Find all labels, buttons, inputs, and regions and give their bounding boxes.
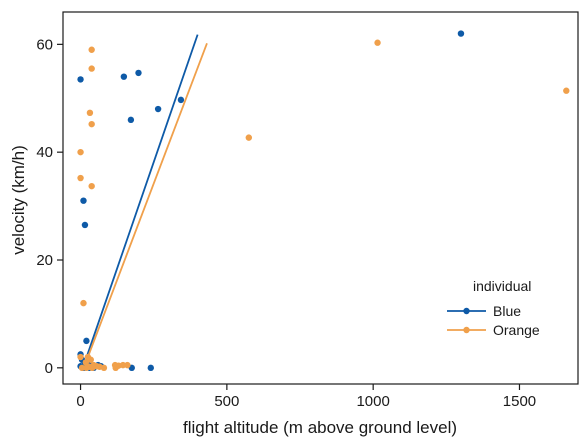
x-tick-label: 0 xyxy=(76,393,84,410)
point-orange xyxy=(89,364,96,372)
point-blue xyxy=(77,76,84,83)
x-axis: 0 500 1000 1500 xyxy=(76,384,536,410)
point-orange xyxy=(87,356,94,363)
legend-title: individual xyxy=(473,278,531,294)
point-blue xyxy=(135,69,142,77)
point-orange xyxy=(88,65,95,72)
legend-label-orange: Orange xyxy=(493,322,540,338)
point-blue xyxy=(83,337,90,345)
y-axis: 0 20 40 60 xyxy=(36,36,63,377)
x-tick-label: 1500 xyxy=(503,393,536,410)
point-orange xyxy=(124,361,131,369)
point-orange xyxy=(374,39,381,46)
point-orange xyxy=(88,120,95,128)
point-blue xyxy=(177,96,185,104)
point-orange xyxy=(78,364,86,372)
series-layer xyxy=(77,30,570,372)
point-orange xyxy=(563,87,570,94)
point-orange xyxy=(77,148,84,156)
y-tick-label: 40 xyxy=(36,144,53,161)
point-orange xyxy=(80,299,87,307)
point-blue xyxy=(120,73,128,80)
legend-marker-orange xyxy=(463,326,470,334)
point-blue xyxy=(127,116,135,124)
x-tick-label: 1000 xyxy=(356,393,389,410)
point-orange xyxy=(82,359,90,366)
point-blue xyxy=(80,197,87,204)
point-blue xyxy=(147,364,154,372)
point-orange xyxy=(88,182,95,190)
point-orange xyxy=(77,174,84,182)
point-orange xyxy=(119,361,127,369)
series-orange xyxy=(77,39,570,372)
point-orange xyxy=(112,364,119,372)
fit-line-orange xyxy=(87,42,208,358)
plot-border xyxy=(62,11,579,385)
x-tick-label: 500 xyxy=(214,393,239,410)
plot-frame xyxy=(62,11,579,385)
point-orange xyxy=(245,134,253,141)
legend: individual Blue Orange xyxy=(447,278,540,338)
point-orange xyxy=(77,353,84,361)
y-tick-label: 0 xyxy=(45,360,53,377)
y-tick-label: 60 xyxy=(36,36,53,53)
point-orange xyxy=(86,109,94,117)
point-blue xyxy=(457,30,465,37)
point-orange xyxy=(100,364,108,372)
y-axis-label: velocity (km/h) xyxy=(9,145,28,255)
legend-label-blue: Blue xyxy=(493,303,521,319)
point-blue xyxy=(81,221,89,229)
y-tick-label: 20 xyxy=(36,252,53,269)
legend-marker-blue xyxy=(463,307,470,315)
fit-line-blue xyxy=(86,34,199,357)
point-blue xyxy=(154,105,162,113)
series-blue xyxy=(77,30,465,372)
x-axis-label: flight altitude (m above ground level) xyxy=(183,418,457,437)
point-orange xyxy=(88,46,95,53)
